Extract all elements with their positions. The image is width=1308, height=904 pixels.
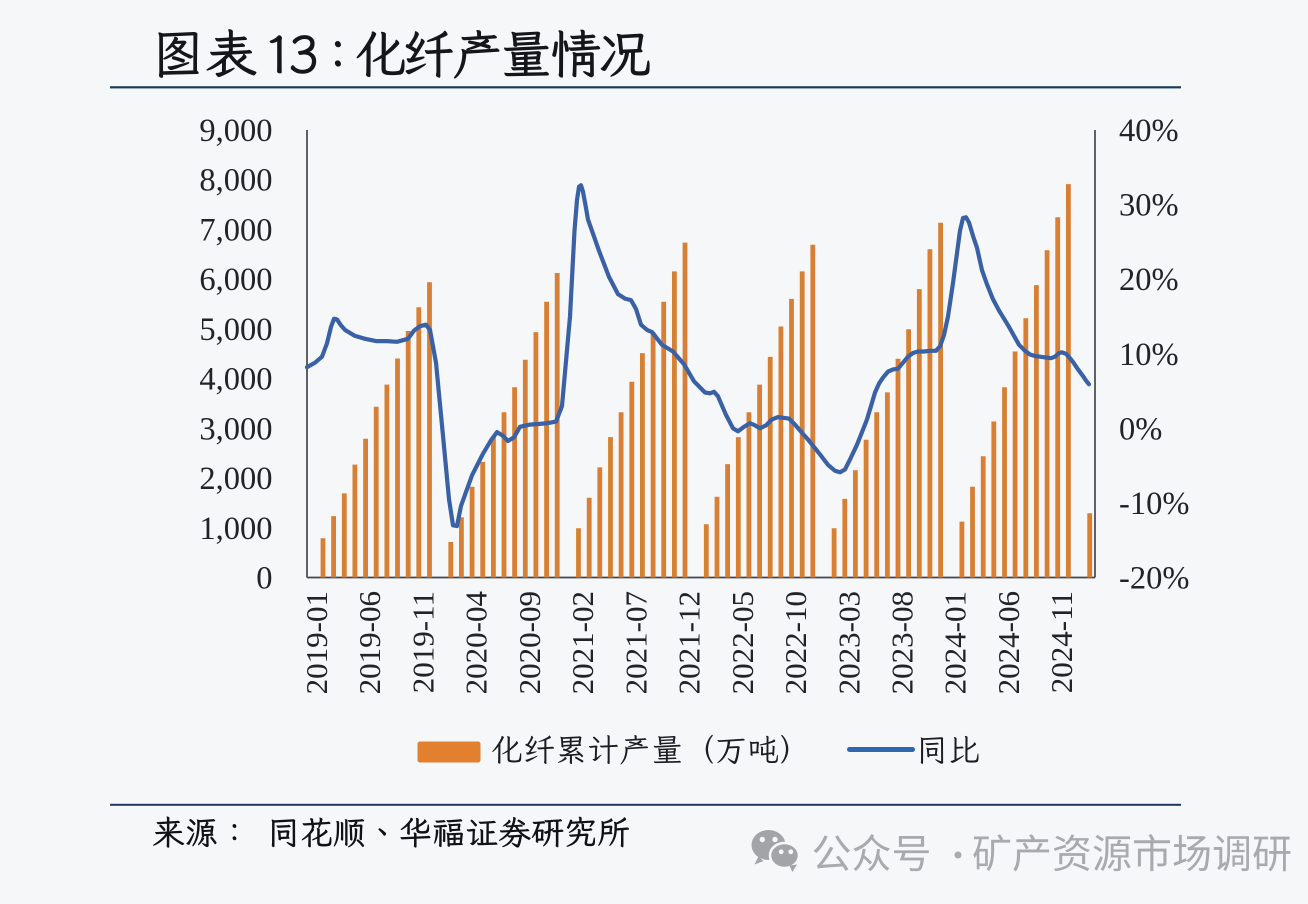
svg-text:2,000: 2,000 xyxy=(199,461,272,497)
svg-text:4,000: 4,000 xyxy=(199,362,272,398)
svg-text:2021-12: 2021-12 xyxy=(672,591,707,694)
svg-text:9,000: 9,000 xyxy=(199,113,272,149)
svg-text:30%: 30% xyxy=(1119,188,1179,224)
svg-text:7,000: 7,000 xyxy=(199,212,272,248)
svg-text:2022-10: 2022-10 xyxy=(778,591,813,694)
svg-text:0%: 0% xyxy=(1119,411,1162,447)
svg-text:2020-04: 2020-04 xyxy=(459,591,494,695)
svg-text:2021-02: 2021-02 xyxy=(565,591,600,694)
svg-text:2024-01: 2024-01 xyxy=(938,591,973,694)
svg-text:8,000: 8,000 xyxy=(199,163,272,199)
svg-text:2022-05: 2022-05 xyxy=(725,591,760,694)
svg-text:2021-07: 2021-07 xyxy=(618,591,653,694)
svg-text:2024-11: 2024-11 xyxy=(1044,591,1079,693)
svg-text:2019-11: 2019-11 xyxy=(405,591,440,693)
svg-text:-10%: -10% xyxy=(1119,486,1189,522)
svg-text:40%: 40% xyxy=(1119,113,1179,149)
svg-text:6,000: 6,000 xyxy=(199,262,272,298)
svg-text:2020-09: 2020-09 xyxy=(512,591,547,694)
svg-text:0: 0 xyxy=(256,561,272,597)
svg-text:2024-06: 2024-06 xyxy=(991,591,1026,694)
svg-text:1,000: 1,000 xyxy=(199,511,272,547)
svg-text:2019-01: 2019-01 xyxy=(299,591,334,694)
svg-text:3,000: 3,000 xyxy=(199,411,272,447)
svg-text:2023-08: 2023-08 xyxy=(885,591,920,694)
svg-text:2019-06: 2019-06 xyxy=(352,591,387,694)
svg-text:-20%: -20% xyxy=(1119,561,1189,597)
svg-text:20%: 20% xyxy=(1119,262,1179,298)
svg-text:2023-03: 2023-03 xyxy=(831,591,866,694)
svg-text:5,000: 5,000 xyxy=(199,312,272,348)
svg-text:10%: 10% xyxy=(1119,337,1179,373)
